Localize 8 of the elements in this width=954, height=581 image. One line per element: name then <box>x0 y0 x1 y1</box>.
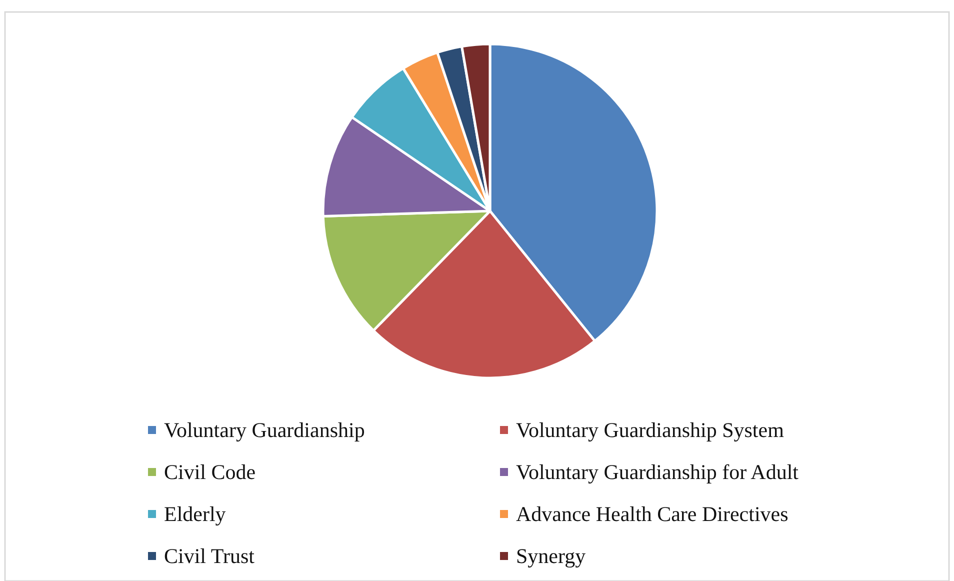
legend-label: Voluntary Guardianship for Adult <box>516 460 799 484</box>
legend-label: Synergy <box>516 544 586 568</box>
legend-label: Voluntary Guardianship System <box>516 418 784 442</box>
legend-label: Elderly <box>164 502 226 526</box>
legend-label: Civil Trust <box>164 544 255 568</box>
legend-label: Advance Health Care Directives <box>516 502 788 526</box>
legend-label: Civil Code <box>164 460 256 484</box>
legend-label: Voluntary Guardianship <box>164 418 365 442</box>
